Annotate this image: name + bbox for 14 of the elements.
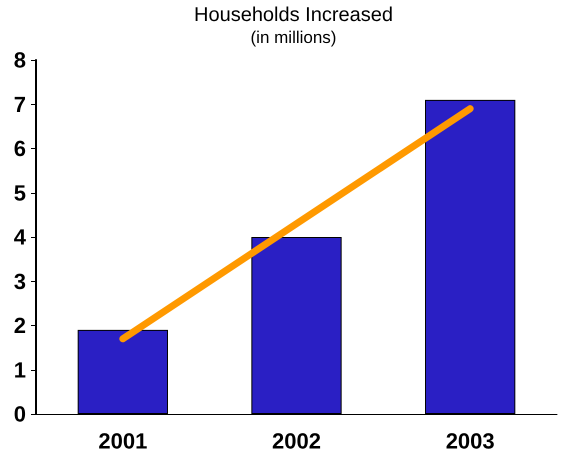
- y-tick-label: 8: [14, 48, 26, 72]
- chart-title: Households Increased: [194, 4, 394, 26]
- y-tick-label: 3: [14, 268, 26, 294]
- y-tick-label: 2: [14, 313, 26, 338]
- y-tick-label: 1: [14, 357, 26, 382]
- chart-subtitle: (in millions): [250, 28, 336, 47]
- x-tick-label: 2002: [272, 428, 321, 454]
- y-tick-label: 4: [14, 224, 27, 250]
- x-tick-label: 2003: [446, 428, 495, 454]
- x-tick-label: 2001: [98, 428, 148, 454]
- y-tick-label: 0: [14, 402, 26, 426]
- y-tick-label: 6: [14, 136, 26, 161]
- y-tick-label: 5: [14, 180, 26, 206]
- y-tick-label: 7: [14, 92, 26, 117]
